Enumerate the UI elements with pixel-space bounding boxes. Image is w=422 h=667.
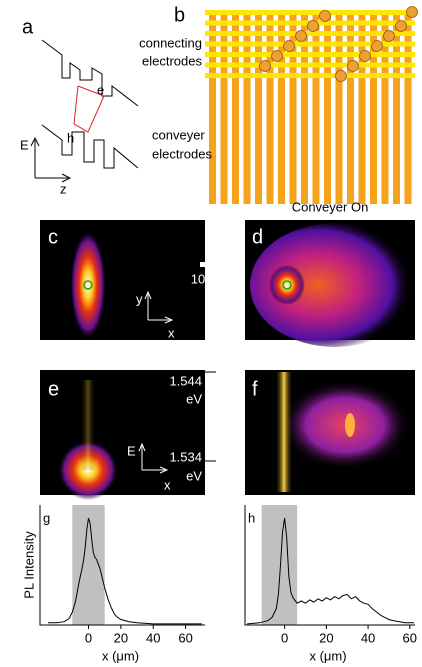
connecting-electrode [205, 52, 415, 57]
connecting-electrode [205, 63, 415, 68]
band-diagram [31, 40, 138, 182]
conveyer-electrode [232, 12, 239, 204]
emission [70, 230, 106, 340]
electrodes [205, 7, 418, 205]
highlight [262, 505, 297, 625]
energy-label: 1.544 [169, 373, 202, 388]
contact [296, 31, 307, 42]
contact [372, 41, 383, 52]
conveyer-electrode [267, 12, 274, 204]
x-tick-label: 60 [403, 630, 417, 645]
conveyer-electrode [313, 12, 320, 204]
panel-label: a [22, 16, 34, 38]
connecting-electrode [205, 73, 415, 78]
contact [360, 51, 371, 62]
panel-label: c [48, 226, 58, 248]
x-tick-label: 20 [319, 630, 333, 645]
scale-label: 10 μm [191, 271, 227, 286]
panel-label: f [252, 378, 258, 400]
conveyer-electrode [209, 12, 216, 204]
label: connecting [139, 35, 202, 50]
axis-label: y [136, 291, 143, 306]
axis-label: E [20, 137, 29, 152]
scale-bar [200, 262, 218, 267]
contact [272, 51, 283, 62]
contact [336, 71, 347, 82]
contact [384, 31, 395, 42]
contact [260, 61, 271, 72]
panel-label: g [43, 510, 50, 525]
contact [320, 11, 331, 22]
emission [275, 372, 293, 492]
contact [396, 21, 407, 32]
energy-label: 1.534 [169, 449, 202, 464]
x-tick-label: 0 [85, 630, 92, 645]
panel-title: Conveyer Off [84, 199, 161, 214]
carrier-label: h [67, 130, 74, 145]
emission [269, 265, 305, 305]
panel-label: d [252, 226, 263, 248]
axis-label: x [168, 325, 175, 340]
conveyer-electrode [405, 12, 412, 204]
panel-label: e [48, 378, 59, 400]
highlight [72, 505, 104, 625]
contact [407, 7, 418, 18]
x-tick-label: 0 [281, 630, 288, 645]
x-tick-label: 40 [146, 630, 160, 645]
connecting-electrode [205, 10, 415, 15]
panel-label: b [174, 4, 185, 26]
conveyer-electrode [255, 12, 262, 204]
energy-unit: eV [186, 468, 202, 483]
carrier-label: e [97, 82, 104, 97]
x-axis-label: x (μm) [309, 648, 346, 663]
conveyer-electrode [336, 12, 343, 204]
x-tick-label: 60 [178, 630, 192, 645]
emission [345, 413, 355, 437]
conveyer-electrode [359, 12, 366, 204]
x-tick-label: 40 [361, 630, 375, 645]
x-tick-label: 20 [114, 630, 128, 645]
label: conveyer [152, 127, 205, 142]
conveyer-electrode [244, 12, 251, 204]
conveyer-electrode [393, 12, 400, 204]
image [40, 220, 205, 340]
energy-unit: eV [186, 391, 202, 406]
contact [348, 61, 359, 72]
axis-label: E [127, 443, 136, 458]
label: electrodes [142, 53, 202, 68]
axes [40, 505, 205, 625]
conveyer-electrode [347, 12, 354, 204]
emission [80, 380, 96, 470]
y-axis-label: PL Intensity [21, 531, 36, 599]
contact [308, 21, 319, 32]
conveyer-electrode [278, 12, 285, 204]
figure: a E z e h b connecting electrodes convey… [0, 0, 422, 667]
plots: 0 20 40 60 x (μm) g PL Intensity 0 20 40 60 x (μm) h [21, 505, 417, 663]
panel-title: Conveyer On [292, 199, 369, 214]
contact [284, 41, 295, 52]
conveyer-electrode [221, 12, 228, 204]
x-axis-label: x (μm) [102, 648, 139, 663]
label: electrodes [152, 146, 212, 161]
conveyer-electrode [324, 12, 331, 204]
axis-label: x [164, 477, 171, 492]
connecting-electrode [205, 42, 415, 47]
panel-label: h [248, 510, 255, 525]
axis-label: z [60, 181, 67, 196]
line [48, 518, 202, 624]
energy-ticks [205, 372, 216, 461]
